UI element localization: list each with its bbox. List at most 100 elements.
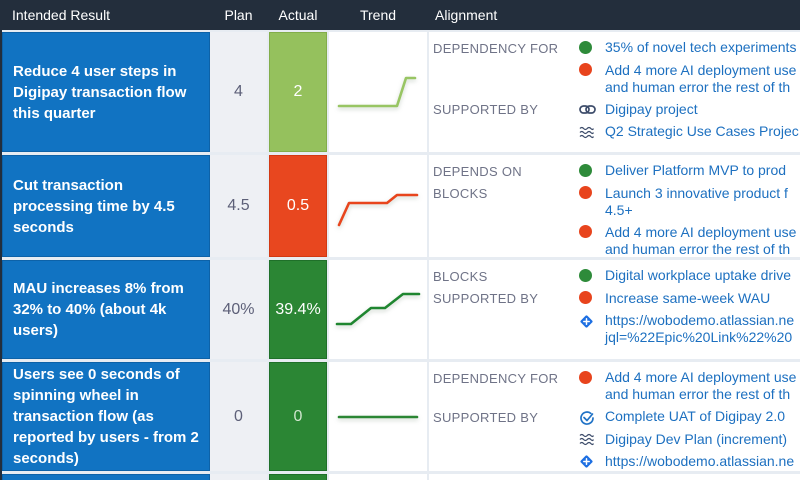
alignment-item: https://wobodemo.atlassian.ne [433, 453, 800, 470]
alignment-link[interactable]: Complete UAT of Digipay 2.0 [605, 408, 800, 425]
alignment-link-line[interactable]: Deliver Platform MVP to prod [605, 162, 787, 178]
alignment-relation-label [433, 224, 579, 225]
alignment-link[interactable]: Digipay project [605, 101, 800, 118]
alignment-item: SUPPORTED BY Digipay project [433, 101, 800, 119]
alignment-link-line[interactable]: 4.5+ [605, 201, 633, 218]
alignment-link[interactable]: 35% of novel tech experiments [605, 39, 800, 56]
alignment-link-line[interactable]: Q2 Strategic Use Cases Projec [605, 123, 799, 139]
alignment-item: SUPPORTED BY Increase same-week WAU [433, 290, 800, 308]
column-header-actual: Actual [278, 7, 318, 23]
actual-value: 0.5 [269, 155, 327, 257]
alignment-link[interactable]: Q2 Strategic Use Cases Projec [605, 123, 800, 140]
status-dot-green-icon [579, 39, 605, 54]
okr-table-row: Reduce 4 user steps in Digipay transacti… [2, 32, 800, 152]
alignment-link-line[interactable]: https://wobodemo.atlassian.ne [605, 312, 795, 328]
alignment-link-line[interactable]: Digipay Dev Plan (increment) [605, 430, 788, 447]
status-dot-red-icon [579, 290, 605, 304]
alignment-link-line[interactable]: and human error the rest of th [605, 240, 791, 257]
status-dot-green-icon [579, 267, 605, 282]
diamond-plus-icon [579, 312, 605, 329]
intended-result-title[interactable]: Users see 0 seconds of spinning wheel in… [2, 362, 210, 471]
trend-sparkline [329, 362, 427, 471]
intended-result-title[interactable]: Reduce 4 user steps in Digipay transacti… [2, 32, 210, 152]
alignment-relation-label [433, 431, 579, 432]
alignment-link-line[interactable]: 35% of novel tech experiments [605, 39, 797, 55]
alignment-link[interactable]: https://wobodemo.atlassian.ne jql=%22Epic… [605, 312, 800, 346]
alignment-item: Add 4 more AI deployment use and human er… [433, 224, 800, 258]
status-dot-red-icon [579, 224, 605, 238]
okr-table-row: Users see 0 seconds of spinning wheel in… [2, 362, 800, 471]
alignment-relation-label [433, 312, 579, 313]
alignment-link[interactable]: Launch 3 innovative product f 4.5+ [605, 185, 800, 219]
alignment-relation-label: SUPPORTED BY [433, 102, 539, 117]
waves-icon [579, 123, 605, 140]
alignment-item: SUPPORTED BY Complete UAT of Digipay 2.0 [433, 408, 800, 426]
alignment-item: Q2 Strategic Use Cases Projec [433, 123, 800, 140]
alignment-link-line[interactable]: Increase same-week WAU [605, 289, 771, 306]
status-dot-green-icon [579, 162, 605, 177]
alignment-relation-label: SUPPORTED BY [433, 409, 539, 425]
column-header-intended-result: Intended Result [12, 7, 111, 23]
plan-value: 4 [210, 32, 267, 152]
status-dot-red-icon [579, 369, 605, 384]
alignment-link[interactable]: Digital workplace uptake drive [605, 267, 800, 284]
alignment-relation-label [433, 123, 579, 124]
alignment-link[interactable]: Add 4 more AI deployment use and human er… [605, 62, 800, 96]
alignment-link-line[interactable]: jql=%22Epic%20Link%22%20 [605, 329, 793, 345]
plan-value [210, 474, 267, 480]
intended-result-title[interactable]: MAU increases 8% from 32% to 40% (about … [2, 260, 210, 359]
trend-sparkline [329, 474, 427, 480]
alignment-item: BLOCKS Digital workplace uptake drive [433, 267, 800, 285]
alignment-link-line[interactable]: Digipay project [605, 100, 698, 117]
trend-sparkline [329, 32, 427, 152]
alignment-link-line[interactable]: Add 4 more AI deployment use [605, 61, 797, 78]
alignment-item: https://wobodemo.atlassian.ne jql=%22Epic… [433, 312, 800, 346]
intended-result-title[interactable] [2, 474, 210, 480]
status-dot-red-icon [579, 62, 605, 76]
link-chain-icon [579, 101, 605, 118]
alignment-link-line[interactable]: Add 4 more AI deployment use [605, 223, 797, 240]
okr-table-row: Cut transaction processing time by 4.5 s… [2, 155, 800, 257]
alignment-link-line[interactable]: Launch 3 innovative product f [605, 184, 788, 201]
alignment-link[interactable]: Increase same-week WAU [605, 290, 800, 307]
alignment-link[interactable]: Add 4 more AI deployment use and human er… [605, 224, 800, 258]
alignment-link-line[interactable]: and human error the rest of th [605, 78, 791, 95]
alignment-cell: DEPENDENCY FOR 35% of novel tech experime… [429, 32, 800, 152]
alignment-link-line[interactable]: https://wobodemo.atlassian.ne [605, 452, 795, 469]
alignment-relation-label: SUPPORTED BY [433, 291, 539, 306]
alignment-relation-label [433, 62, 579, 63]
okr-table-row [2, 474, 800, 480]
status-dot-red-icon [579, 185, 605, 199]
alignment-relation-label [433, 453, 579, 454]
column-header-alignment: Alignment [435, 7, 498, 23]
alignment-link[interactable]: https://wobodemo.atlassian.ne [605, 453, 800, 470]
alignment-item: Digipay Dev Plan (increment) [433, 431, 800, 448]
alignment-link[interactable]: Digipay Dev Plan (increment) [605, 431, 800, 448]
alignment-cell: DEPENDS ON Deliver Platform MVP to prod BL… [429, 155, 800, 257]
okr-table-row: MAU increases 8% from 32% to 40% (about … [2, 260, 800, 359]
alignment-link-line[interactable]: Add 4 more AI deployment use [605, 369, 797, 385]
alignment-relation-label: DEPENDENCY FOR [433, 370, 559, 386]
trend-sparkline [329, 155, 427, 257]
plan-value: 0 [210, 362, 267, 471]
alignment-link[interactable]: Add 4 more AI deployment use and human er… [605, 369, 800, 403]
plan-value: 4.5 [210, 155, 267, 257]
alignment-link-line[interactable]: and human error the rest of th [605, 386, 791, 402]
diamond-plus-icon [579, 453, 605, 470]
actual-value: 39.4% [269, 260, 327, 359]
alignment-item: Add 4 more AI deployment use and human er… [433, 62, 800, 96]
alignment-cell [429, 474, 800, 480]
intended-result-title[interactable]: Cut transaction processing time by 4.5 s… [2, 155, 210, 257]
alignment-cell: DEPENDENCY FOR Add 4 more AI deployment u… [429, 362, 800, 471]
table-header: Intended Result Plan Actual Trend Alignm… [2, 0, 800, 30]
alignment-link-line[interactable]: Digital workplace uptake drive [605, 267, 791, 283]
alignment-link[interactable]: Deliver Platform MVP to prod [605, 162, 800, 179]
alignment-item: DEPENDS ON Deliver Platform MVP to prod [433, 162, 800, 180]
waves-icon [579, 431, 605, 448]
plan-value: 40% [210, 260, 267, 359]
alignment-item: DEPENDENCY FOR Add 4 more AI deployment u… [433, 369, 800, 403]
alignment-link-line[interactable]: Complete UAT of Digipay 2.0 [605, 408, 786, 424]
alignment-item: DEPENDENCY FOR 35% of novel tech experime… [433, 39, 800, 57]
actual-value [269, 474, 327, 480]
